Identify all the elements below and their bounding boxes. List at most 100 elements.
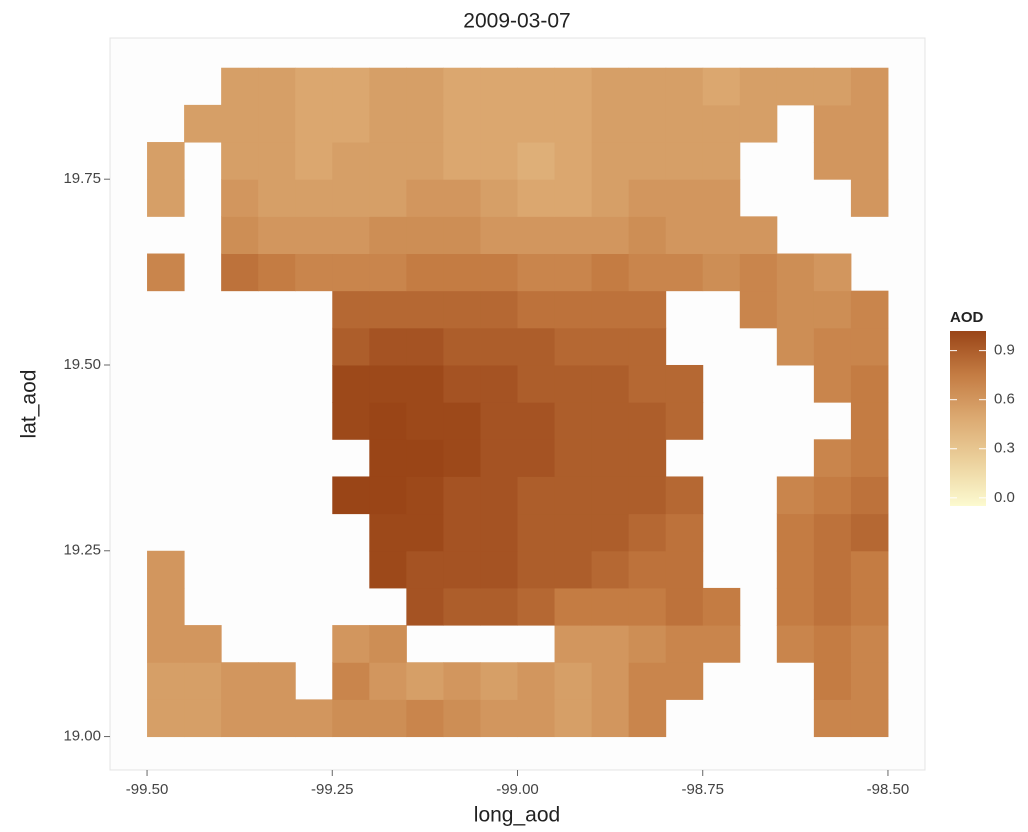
cell xyxy=(740,68,778,106)
cell xyxy=(703,588,741,626)
cell xyxy=(406,142,444,180)
cell xyxy=(555,179,593,217)
cell xyxy=(740,254,778,292)
cell xyxy=(629,699,667,737)
cell xyxy=(369,216,407,254)
cell xyxy=(666,254,704,292)
cell xyxy=(332,662,370,700)
cell xyxy=(703,68,741,106)
cell xyxy=(851,551,889,589)
cell xyxy=(295,68,333,106)
cell xyxy=(480,291,518,329)
cell xyxy=(851,514,889,552)
cell xyxy=(369,365,407,403)
cell xyxy=(518,699,556,737)
cell xyxy=(443,476,481,514)
cell xyxy=(777,551,815,589)
cell xyxy=(851,291,889,329)
cell xyxy=(443,216,481,254)
cell xyxy=(332,179,370,217)
cell xyxy=(555,662,593,700)
cell xyxy=(518,142,556,180)
cell xyxy=(629,588,667,626)
cell xyxy=(443,588,481,626)
cell xyxy=(555,699,593,737)
cell xyxy=(555,514,593,552)
cell xyxy=(406,588,444,626)
cell xyxy=(480,365,518,403)
x-axis-label: long_aod xyxy=(474,804,560,827)
cell xyxy=(592,105,630,143)
cell xyxy=(369,291,407,329)
cell xyxy=(406,662,444,700)
colorbar xyxy=(950,331,986,506)
cell xyxy=(851,625,889,663)
cell xyxy=(703,179,741,217)
cell xyxy=(406,402,444,440)
cell xyxy=(555,291,593,329)
cell xyxy=(629,68,667,106)
cell xyxy=(555,142,593,180)
cell xyxy=(814,439,852,477)
cell xyxy=(629,179,667,217)
cell xyxy=(518,588,556,626)
cell xyxy=(406,179,444,217)
cell xyxy=(666,105,704,143)
cell xyxy=(406,328,444,366)
cell xyxy=(443,142,481,180)
colorbar-tick-label: 0.0 xyxy=(994,489,1015,506)
cell xyxy=(443,439,481,477)
cell xyxy=(332,105,370,143)
cell xyxy=(369,179,407,217)
cell xyxy=(814,365,852,403)
cell xyxy=(592,142,630,180)
cell xyxy=(480,588,518,626)
cell xyxy=(332,216,370,254)
cell xyxy=(369,699,407,737)
cell xyxy=(295,142,333,180)
cell xyxy=(147,662,185,700)
cell xyxy=(443,68,481,106)
cell xyxy=(480,551,518,589)
cell xyxy=(147,254,185,292)
cell xyxy=(592,476,630,514)
cell xyxy=(147,588,185,626)
cell xyxy=(555,588,593,626)
cell xyxy=(814,699,852,737)
cell xyxy=(851,68,889,106)
cell xyxy=(666,514,704,552)
cell xyxy=(221,68,259,106)
cell xyxy=(851,439,889,477)
cell xyxy=(666,216,704,254)
cell xyxy=(295,699,333,737)
cell xyxy=(369,662,407,700)
cell xyxy=(518,105,556,143)
cell xyxy=(592,216,630,254)
cell xyxy=(406,105,444,143)
cell xyxy=(443,551,481,589)
cell xyxy=(443,254,481,292)
cell xyxy=(147,179,185,217)
cell xyxy=(851,105,889,143)
cell xyxy=(814,105,852,143)
cell xyxy=(777,625,815,663)
y-tick-label: 19.50 xyxy=(63,356,101,373)
cell xyxy=(221,662,259,700)
cell xyxy=(258,662,296,700)
y-axis-label: lat_aod xyxy=(18,370,41,439)
cell xyxy=(629,254,667,292)
cell xyxy=(369,476,407,514)
cell xyxy=(666,662,704,700)
cell xyxy=(851,662,889,700)
chart: 2009-03-07 long_aod lat_aod AOD -99.50-9… xyxy=(0,0,1028,832)
cell xyxy=(258,216,296,254)
cell xyxy=(777,514,815,552)
cell xyxy=(592,68,630,106)
cell xyxy=(555,254,593,292)
cell xyxy=(221,254,259,292)
cell xyxy=(629,365,667,403)
cell xyxy=(406,699,444,737)
cell xyxy=(332,68,370,106)
cell xyxy=(814,625,852,663)
cell xyxy=(295,179,333,217)
